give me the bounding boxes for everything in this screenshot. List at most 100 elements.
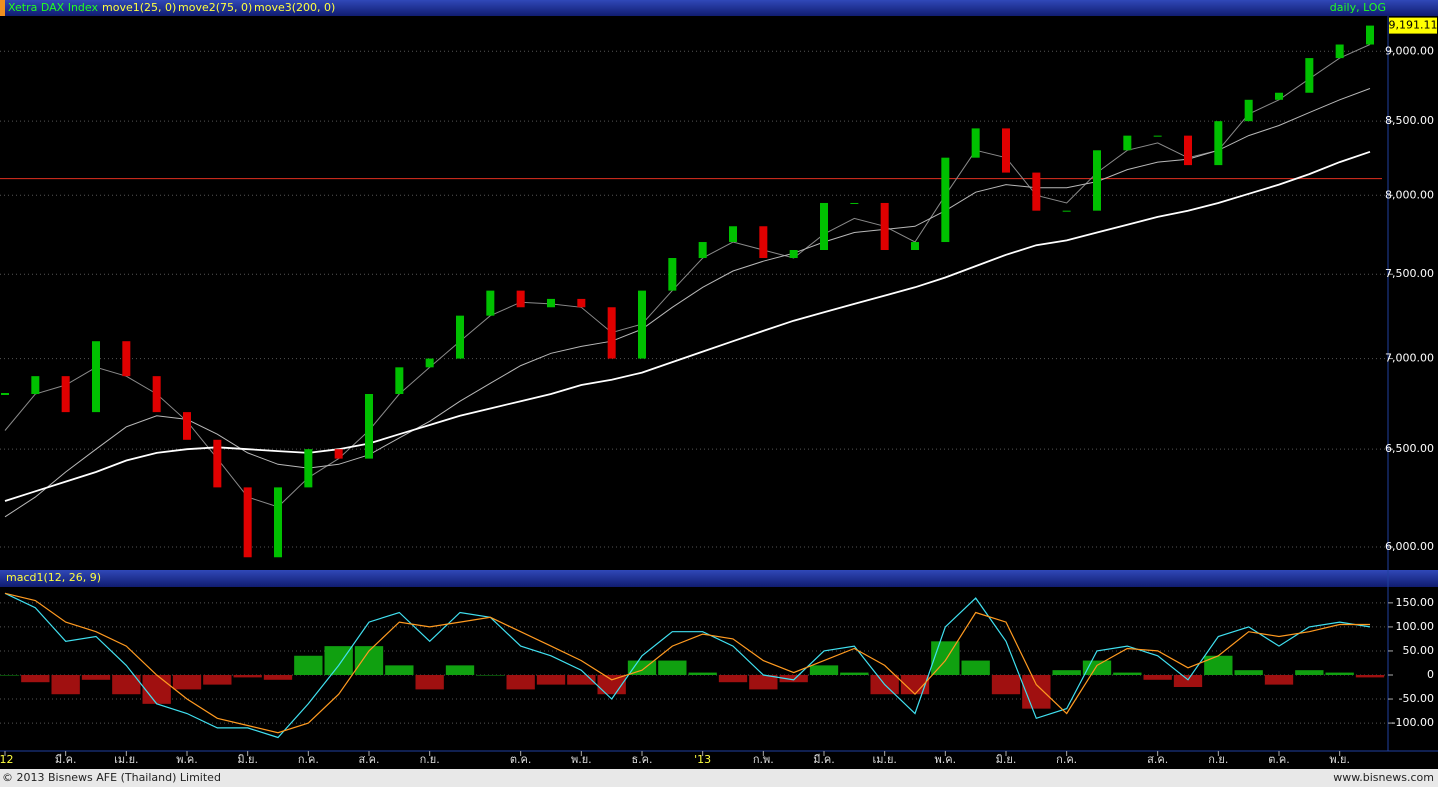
histogram-bar: [688, 672, 717, 675]
histogram-bar: [1204, 655, 1233, 675]
histogram-bar: [1143, 674, 1172, 680]
histogram-bar: [294, 655, 323, 675]
candle: [1002, 128, 1010, 173]
header-title: Xetra DAX Index: [8, 1, 98, 14]
footer-bar: [0, 769, 1438, 787]
y-tick-label: 7,500.00: [1385, 267, 1434, 280]
last-value-label: 9,191.11: [1389, 19, 1438, 32]
candle: [92, 341, 100, 413]
x-tick-label: เม.ย.: [114, 753, 138, 766]
x-tick-label: '13: [694, 753, 711, 766]
candle: [820, 202, 828, 250]
candle: [395, 367, 404, 395]
study-label: move2(75, 0): [178, 1, 252, 14]
mode-label: daily, LOG: [1330, 1, 1386, 14]
histogram-bar: [415, 674, 444, 690]
y-tick-label: -100.00: [1392, 716, 1434, 729]
y-tick-label: 9,000.00: [1385, 44, 1434, 57]
histogram-bar: [203, 674, 232, 685]
histogram-bar: [749, 674, 778, 690]
candle: [365, 394, 373, 459]
y-tick-label: 7,000.00: [1385, 352, 1434, 365]
candle: [1184, 135, 1192, 166]
candle: [425, 358, 434, 368]
study-label: move1(25, 0): [102, 1, 176, 14]
study-label: move3(200, 0): [254, 1, 335, 14]
histogram-bar: [536, 674, 566, 685]
histogram-bar: [567, 674, 596, 685]
candle: [304, 449, 313, 488]
histogram-bar: [1355, 674, 1385, 678]
x-tick-label: พ.ค.: [935, 753, 957, 766]
candle: [1123, 135, 1132, 151]
x-tick-label: เม.ย.: [872, 753, 896, 766]
line: [4, 592, 1371, 739]
last-value-box: [1389, 17, 1437, 34]
x-tick-label: ก.ค.: [1056, 753, 1077, 766]
candle: [61, 376, 70, 413]
candle: [31, 376, 40, 395]
candle: [698, 242, 707, 259]
histogram-bar: [900, 674, 930, 695]
candle: [1153, 135, 1162, 137]
header-bar: [0, 0, 1438, 16]
x-tick-label: ส.ค.: [1147, 753, 1168, 766]
macd-title: macd1(12, 26, 9): [6, 571, 101, 584]
histogram-bar: [1052, 670, 1081, 675]
candle: [1305, 58, 1314, 93]
x-tick-label: มี.ค.: [813, 753, 835, 766]
x-tick-label: พ.ค.: [176, 753, 198, 766]
x-tick-label: มิ.ย.: [996, 753, 1017, 766]
y-tick-label: 50.00: [1403, 644, 1435, 657]
candle: [1366, 25, 1374, 45]
x-tick-label: ก.ค.: [298, 753, 319, 766]
copyright: © 2013 Bisnews AFE (Thailand) Limited: [2, 771, 221, 784]
y-tick-label: 0: [1427, 668, 1434, 681]
candle: [456, 315, 464, 359]
line: [4, 88, 1371, 518]
candle: [607, 307, 616, 359]
y-tick-label: 8,500.00: [1385, 114, 1434, 127]
histogram-bar: [51, 674, 80, 695]
candle: [243, 487, 252, 558]
candle: [638, 290, 646, 359]
x-tick-label: ธ.ค.: [631, 753, 652, 766]
candle: [486, 290, 495, 316]
histogram-bar: [931, 641, 960, 675]
histogram-bar: [1264, 674, 1294, 685]
histogram-bar: [1082, 660, 1112, 675]
y-tick-label: 150.00: [1396, 596, 1435, 609]
candle: [547, 298, 555, 308]
candle: [1244, 99, 1253, 122]
histogram-bar: [991, 674, 1021, 695]
histogram-bar: [1022, 674, 1051, 709]
histogram-bar: [658, 660, 687, 675]
candle: [668, 258, 677, 291]
y-tick-label: 8,000.00: [1385, 188, 1434, 201]
y-tick-label: 100.00: [1396, 620, 1435, 633]
histogram-bar: [961, 660, 990, 675]
x-tick-label: พ.ย.: [1329, 753, 1350, 766]
x-tick-label: ก.พ.: [753, 753, 774, 766]
candle: [880, 202, 889, 250]
x-tick-label: ต.ค.: [510, 753, 532, 766]
histogram-bar: [445, 665, 475, 675]
candle: [1214, 121, 1223, 166]
histogram-bar: [1173, 674, 1203, 688]
histogram-bar: [142, 674, 171, 704]
candle: [152, 376, 161, 413]
line: [4, 44, 1371, 508]
y-tick-label: 6,000.00: [1385, 540, 1434, 553]
candle: [1032, 172, 1041, 211]
y-tick-label: -50.00: [1399, 692, 1434, 705]
histogram-bar: [840, 672, 869, 675]
candle: [941, 157, 950, 243]
histogram-bar: [81, 674, 111, 680]
histogram-bar: [263, 674, 293, 680]
x-tick-label: ต.ค.: [1268, 753, 1290, 766]
site: www.bisnews.com: [1333, 771, 1434, 784]
candle: [911, 242, 919, 250]
x-tick-label: มิ.ย.: [237, 753, 258, 766]
histogram-bar: [21, 674, 50, 683]
